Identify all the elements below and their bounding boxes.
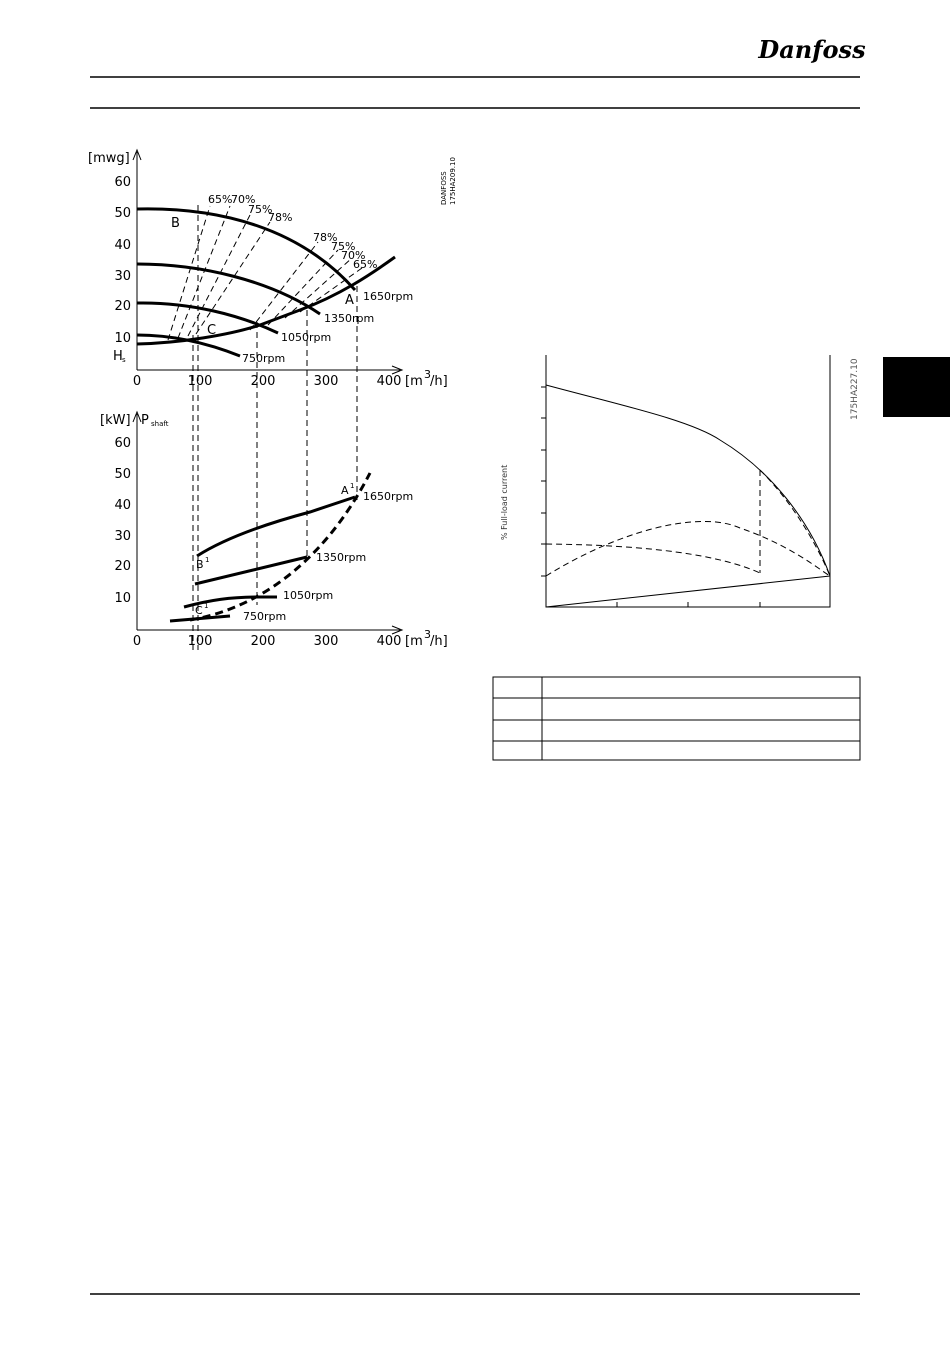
figure-code: 175HA209.10 [449, 157, 457, 205]
x-label: 200 [251, 634, 276, 649]
system-curve [136, 255, 396, 346]
figure-code: 175HA227.10 [850, 358, 860, 420]
pump-curve [136, 301, 279, 335]
power-curve [169, 614, 231, 623]
p-label: P [141, 413, 149, 428]
table [492, 676, 861, 761]
rpm-label: 1350rpm [316, 551, 366, 564]
x-label: 100 [188, 374, 213, 389]
rpm-label: 1650rpm [363, 290, 413, 303]
head-chart: DANFOSS 175HA209.10 [mwg] 60 50 40 30 20… [88, 148, 457, 650]
point-label: B [196, 558, 204, 571]
x-label: 300 [314, 374, 339, 389]
point-label: A [345, 293, 354, 308]
pump-curve [136, 333, 241, 358]
p-sub: shaft [151, 420, 169, 428]
point-label: A [341, 484, 349, 497]
axes [132, 410, 404, 635]
x-unit: /h] [430, 634, 448, 649]
y-label: 40 [114, 498, 131, 513]
power-curve [183, 595, 277, 609]
section-tab [883, 357, 950, 417]
point-sup: 1 [204, 602, 208, 610]
y-label: 40 [114, 238, 131, 253]
efficiency-label: 70% [231, 193, 255, 206]
power-curve [194, 555, 308, 586]
y-unit: [mwg] [88, 151, 130, 166]
point-label: C [207, 323, 216, 338]
table-grid [493, 677, 860, 760]
y-label: 60 [114, 436, 131, 451]
y-unit: [kW] [100, 413, 131, 428]
current-curve [545, 575, 831, 608]
y-label: 50 [114, 467, 131, 482]
table-border [492, 676, 861, 761]
rpm-label: 1050rpm [281, 331, 331, 344]
y-label: 10 [114, 331, 131, 346]
x-label: 400 [377, 634, 402, 649]
efficiency-label: 65% [208, 193, 232, 206]
x-label: 200 [251, 374, 276, 389]
x-label: 100 [188, 634, 213, 649]
y-label: 50 [114, 206, 131, 221]
point-label: B [171, 216, 180, 231]
y-axis-label: % Full-load current [500, 465, 509, 540]
power-curve [196, 495, 356, 558]
axes [132, 148, 404, 375]
current-curve [545, 384, 831, 577]
efficiency-lines [167, 205, 363, 341]
rpm-label: 750rpm [242, 352, 285, 365]
x-label: 400 [377, 374, 402, 389]
efficiency-label: 70% [341, 249, 365, 262]
rpm-label: 750rpm [243, 610, 286, 623]
x-unit: [m [405, 634, 423, 649]
logo: Danfoss [757, 35, 866, 64]
efficiency-label: 75% [331, 240, 355, 253]
pump-curve [136, 262, 321, 316]
system-power-curve [189, 472, 372, 622]
hs-label: H [113, 349, 123, 364]
ticks [541, 386, 761, 607]
point-sup: 1 [350, 482, 354, 490]
efficiency-label: 65% [353, 258, 377, 271]
y-label: 20 [114, 559, 131, 574]
hs-sub: s [122, 356, 126, 364]
current-curve [545, 469, 831, 577]
x-unit: [m [405, 374, 423, 389]
y-label: 20 [114, 299, 131, 314]
x-unit-sup: 3 [424, 628, 431, 641]
y-label: 60 [114, 175, 131, 190]
efficiency-label: 75% [248, 203, 272, 216]
x-label: 0 [133, 634, 141, 649]
current-chart: 175HA227.10 % Full-load current [500, 355, 860, 608]
x-label: 300 [314, 634, 339, 649]
x-label: 0 [133, 374, 141, 389]
projection-lines [192, 205, 358, 650]
x-unit: /h] [430, 374, 448, 389]
point-label: C [195, 604, 203, 617]
axes [545, 355, 831, 608]
figure-code: DANFOSS [440, 171, 448, 205]
rpm-label: 1050rpm [283, 589, 333, 602]
y-label: 10 [114, 591, 131, 606]
current-curve [545, 520, 831, 577]
efficiency-label: 78% [313, 231, 337, 244]
pump-curve [136, 207, 357, 291]
y-label: 30 [114, 269, 131, 284]
y-label: 30 [114, 529, 131, 544]
rpm-label: 1650rpm [363, 490, 413, 503]
point-sup: 1 [205, 556, 209, 564]
efficiency-label: 78% [268, 211, 292, 224]
rpm-label: 1350rpm [324, 312, 374, 325]
x-unit-sup: 3 [424, 368, 431, 381]
power-chart: [kW] P shaft 60 50 40 30 20 10 0 100 200… [100, 410, 448, 649]
